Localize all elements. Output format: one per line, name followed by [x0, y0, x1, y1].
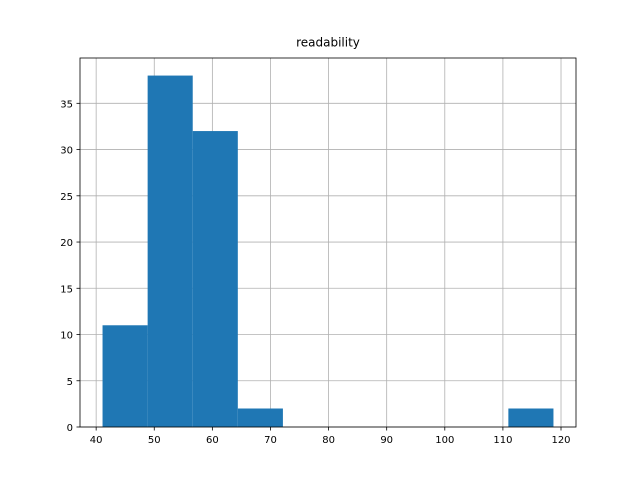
axes: 40 50 60 70 80 90 100 110 120 0 5 10 15 20 25 30 35 — [60, 57, 577, 446]
bar — [102, 325, 148, 427]
y-tick-label: 0 — [67, 423, 73, 434]
y-tick-label: 20 — [60, 238, 73, 249]
x-tick-label: 70 — [264, 435, 277, 446]
x-tick-label: 110 — [493, 435, 512, 446]
x-tick-label: 50 — [148, 435, 161, 446]
x-tick-label: 40 — [90, 435, 103, 446]
chart-title: readability — [296, 36, 360, 50]
y-tick-label: 30 — [60, 146, 73, 157]
y-tick-label: 35 — [60, 99, 73, 110]
y-tick-label: 5 — [67, 377, 73, 388]
bars — [102, 75, 554, 428]
y-tick-label: 25 — [60, 192, 73, 203]
bar — [508, 408, 554, 427]
plot-frame — [79, 57, 577, 428]
y-tick-label: 15 — [60, 284, 73, 295]
x-tick-label: 90 — [380, 435, 393, 446]
bar — [147, 75, 193, 428]
bar — [192, 131, 238, 427]
bar — [237, 408, 283, 427]
x-tick-label: 60 — [206, 435, 219, 446]
x-tick-label: 80 — [322, 435, 335, 446]
x-tick-label: 100 — [435, 435, 454, 446]
x-tick-label: 120 — [551, 435, 570, 446]
y-tick-label: 10 — [60, 331, 73, 342]
